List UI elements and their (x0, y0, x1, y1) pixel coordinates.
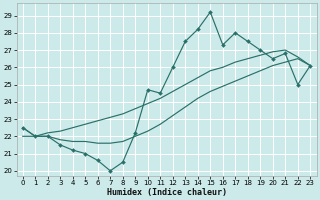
X-axis label: Humidex (Indice chaleur): Humidex (Indice chaleur) (107, 188, 227, 197)
